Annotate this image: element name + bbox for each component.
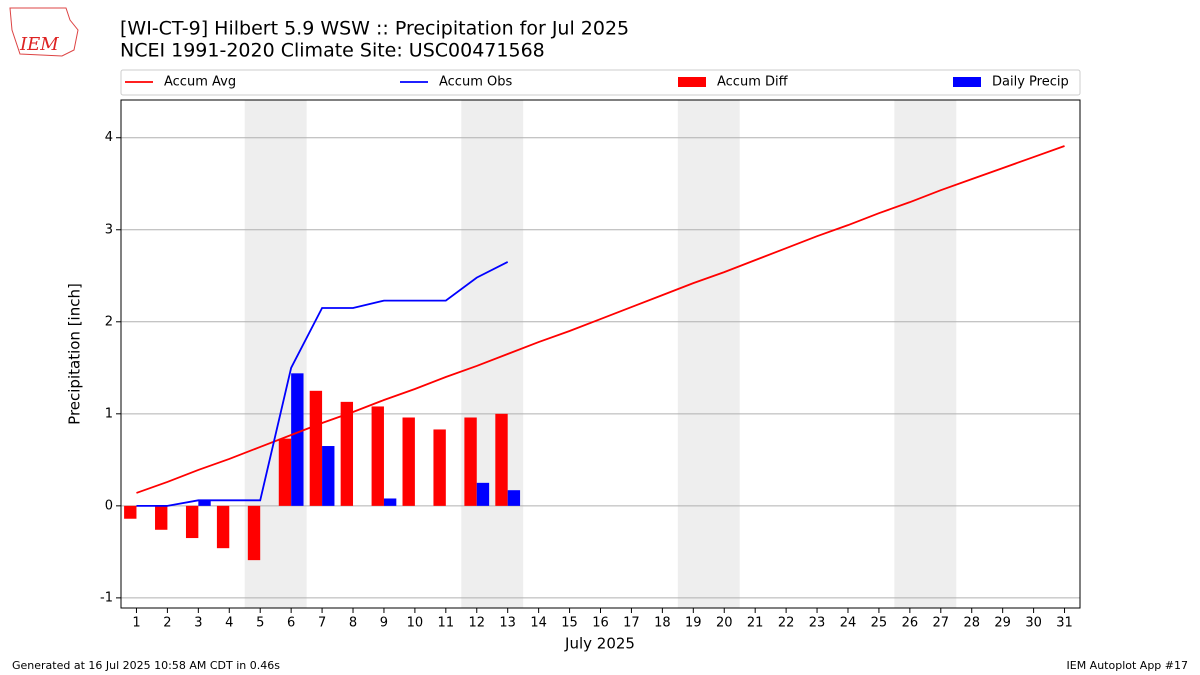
legend-label: Daily Precip <box>992 75 1069 90</box>
x-tick-label: 29 <box>994 616 1011 631</box>
legend-label: Accum Avg <box>164 75 236 90</box>
footer-left: Generated at 16 Jul 2025 10:58 AM CDT in… <box>12 659 280 672</box>
x-axis-label: July 2025 <box>564 635 635 653</box>
footer-right: IEM Autoplot App #17 <box>1067 659 1189 672</box>
x-tick-label: 7 <box>318 616 326 631</box>
bar <box>383 498 397 506</box>
x-tick-label: 28 <box>963 616 980 631</box>
legend-box <box>120 69 1081 96</box>
x-tick-label: 24 <box>840 616 857 631</box>
legend-swatch <box>953 77 981 87</box>
x-tick-label: 17 <box>623 616 640 631</box>
y-tick-label: 0 <box>105 498 113 513</box>
bar <box>495 413 508 506</box>
bar <box>185 505 199 539</box>
x-tick-label: 10 <box>407 616 424 631</box>
x-tick-label: 22 <box>778 616 795 631</box>
weekend-shade <box>677 100 740 608</box>
x-tick-label: 5 <box>256 616 264 631</box>
x-tick-label: 15 <box>561 616 578 631</box>
y-tick-label: -1 <box>100 590 113 605</box>
line <box>136 145 1065 494</box>
y-tick-label: 3 <box>105 222 113 237</box>
bar <box>155 505 168 530</box>
x-tick-label: 16 <box>592 616 609 631</box>
bar <box>247 505 261 561</box>
chart-title: [WI-CT-9] Hilbert 5.9 WSW :: Precipitati… <box>120 18 629 40</box>
x-tick-label: 13 <box>499 616 516 631</box>
bar <box>322 446 335 506</box>
bar <box>309 390 323 506</box>
bar <box>371 406 384 506</box>
logo-outline <box>9 7 79 57</box>
bar <box>198 500 211 506</box>
bar <box>464 417 477 506</box>
x-tick-label: 2 <box>163 616 171 631</box>
y-tick-label: 1 <box>105 406 113 421</box>
bar <box>124 505 137 519</box>
x-tick-label: 27 <box>933 616 950 631</box>
x-tick-label: 26 <box>902 616 919 631</box>
x-tick-label: 3 <box>194 616 202 631</box>
x-tick-label: 6 <box>287 616 295 631</box>
x-tick-label: 20 <box>716 616 733 631</box>
x-tick-label: 25 <box>871 616 888 631</box>
x-tick-label: 4 <box>225 616 233 631</box>
x-tick-label: 12 <box>468 616 485 631</box>
legend-swatch <box>678 77 706 87</box>
x-tick-label: 9 <box>380 616 388 631</box>
y-tick-label: 4 <box>105 130 113 145</box>
logo-text: IEM <box>19 34 59 55</box>
logo: IEM <box>9 7 79 57</box>
x-tick-label: 23 <box>809 616 826 631</box>
bar <box>291 373 304 506</box>
plot-frame <box>120 99 1081 609</box>
x-tick-label: 18 <box>654 616 671 631</box>
x-tick-label: 31 <box>1056 616 1073 631</box>
x-tick-label: 11 <box>438 616 455 631</box>
weekend-shade <box>461 100 524 608</box>
legend-label: Accum Obs <box>439 75 512 90</box>
bar <box>402 417 415 506</box>
x-tick-label: 19 <box>685 616 702 631</box>
x-tick-label: 1 <box>132 616 140 631</box>
bar <box>216 505 230 549</box>
x-tick-label: 14 <box>530 616 547 631</box>
weekend-shade <box>894 100 957 608</box>
y-tick-label: 2 <box>105 314 113 329</box>
bar <box>476 482 490 506</box>
x-tick-label: 8 <box>349 616 357 631</box>
bar <box>433 429 446 506</box>
x-tick-label: 30 <box>1025 616 1042 631</box>
bar <box>507 490 521 506</box>
y-axis-label: Precipitation [inch] <box>66 283 84 425</box>
bar <box>340 401 354 506</box>
x-tick-label: 21 <box>747 616 764 631</box>
line <box>136 261 509 507</box>
legend-label: Accum Diff <box>717 75 789 90</box>
chart-subtitle: NCEI 1991-2020 Climate Site: USC00471568 <box>120 40 545 62</box>
bar <box>278 438 292 506</box>
